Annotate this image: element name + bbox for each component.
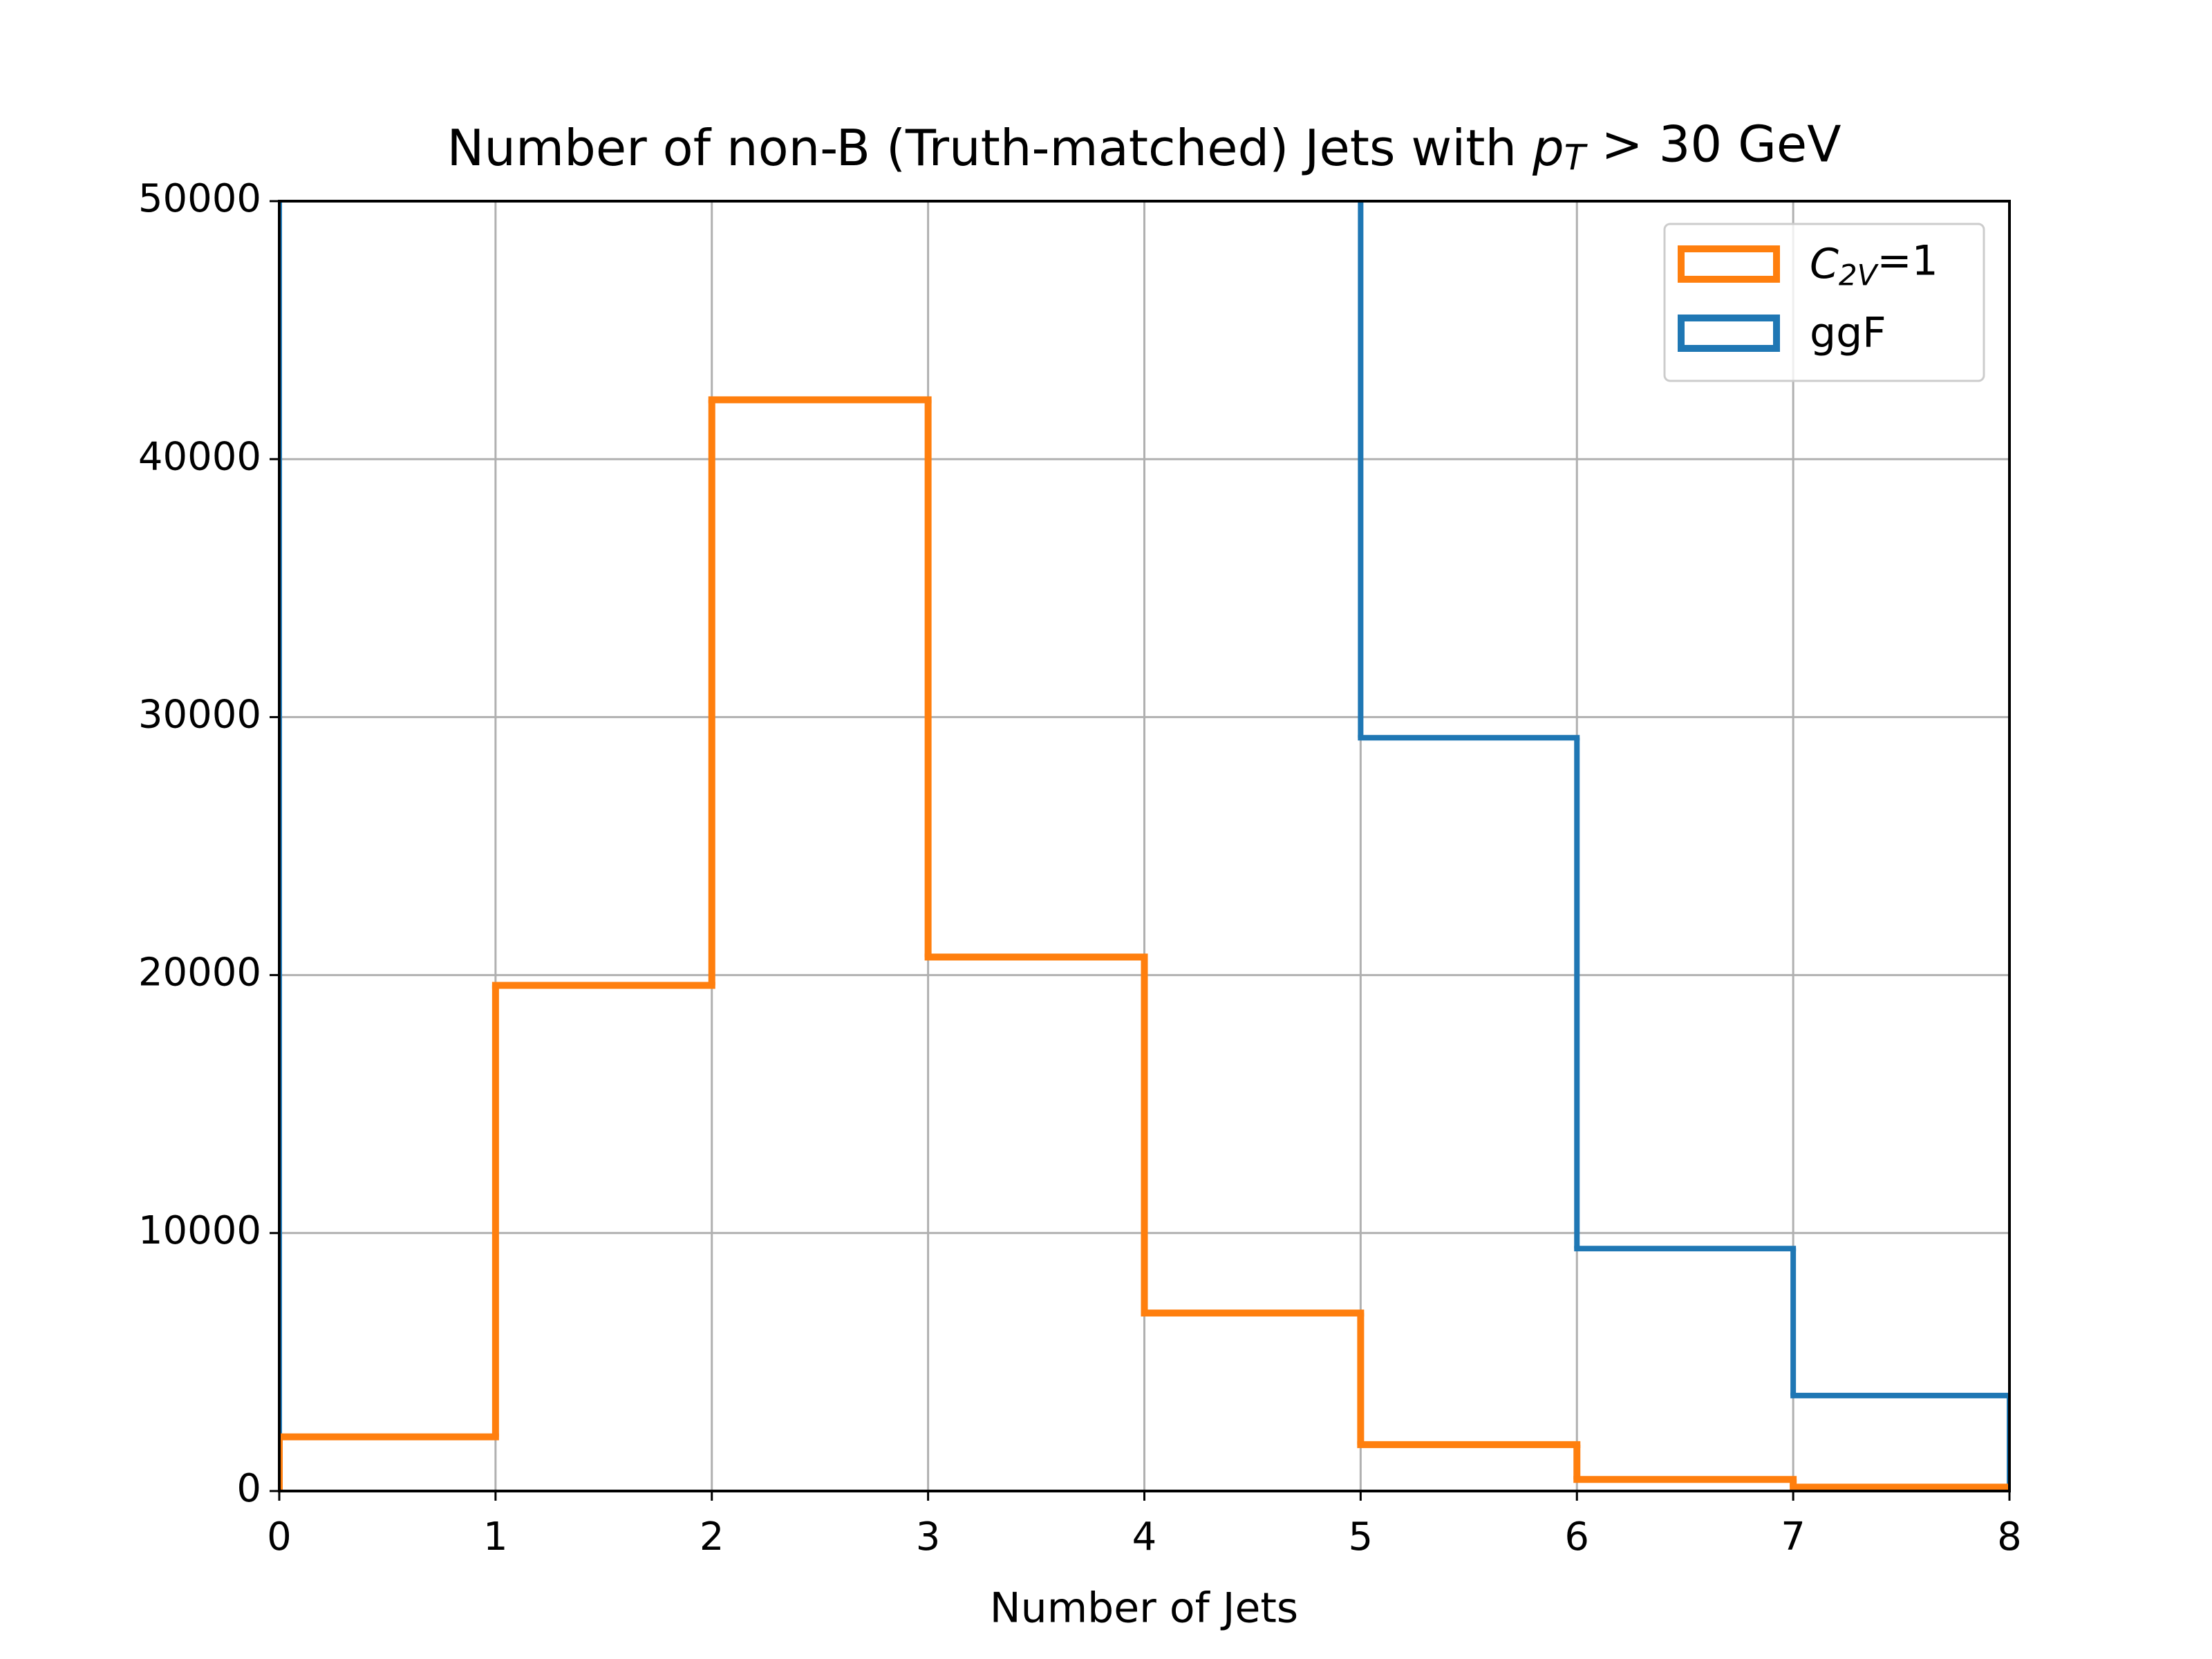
chart-title: Number of non-B (Truth-matched) Jets wit… [447,115,1841,178]
legend-swatch [1678,245,1780,283]
legend-box [1663,223,1985,382]
series [279,201,2009,1491]
plot-area [279,201,2009,1491]
x-tick-label: 0 [267,1515,292,1559]
x-axis-label: Number of Jets [990,1584,1298,1633]
x-tick-label: 1 [483,1515,508,1559]
x-tick-label: 8 [1997,1515,2022,1559]
y-tick-label: 40000 [138,434,261,479]
series [279,396,2009,1491]
x-tick-label: 3 [916,1515,941,1559]
y-tick-label: 20000 [138,950,261,995]
y-tick-label: 0 [236,1466,261,1511]
y-tick-label: 10000 [138,1208,261,1253]
y-tick-label: 50000 [138,176,261,221]
x-tick-label: 6 [1564,1515,1589,1559]
x-tick-label: 2 [700,1515,724,1559]
legend-label: ggF [1810,309,1886,357]
legend-label: C2V=1 [1810,237,1938,292]
axes: 0 1 2 3 4 5 6 7 8 0 10000 20000 30000 40000 50000 [138,176,2022,1559]
y-tick-label: 30000 [138,693,261,738]
x-tick-label: 7 [1781,1515,1806,1559]
x-tick-label: 4 [1132,1515,1157,1559]
x-tick-label: 5 [1349,1515,1374,1559]
legend: C2V=1 ggF [1663,223,1985,382]
legend-swatch [1678,315,1780,352]
